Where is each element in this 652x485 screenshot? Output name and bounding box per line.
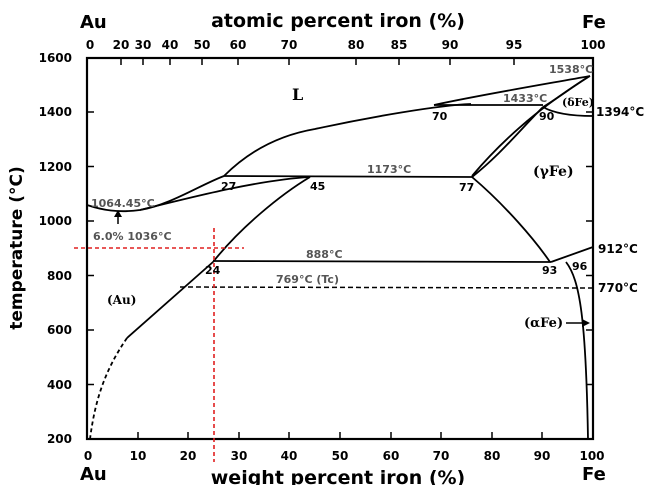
curie-line [179,286,594,289]
au-solvus [212,176,311,263]
au-solvus-lower [126,261,214,339]
tick-marks [86,57,594,440]
min-point-label: 6.0% 1036°C [93,230,172,243]
element-fe-bottom: Fe [582,464,606,485]
top-tick-label: 85 [391,38,408,52]
eutectoid-label: 888°C [306,248,343,261]
fe-melting-label: 1538°C [549,63,593,76]
y-tick-label: 800 [47,269,72,283]
top-tick-label: 95 [506,38,523,52]
bottom-tick-label: 40 [281,449,298,463]
y-tick-label: 1000 [39,214,72,228]
bottom-tick-label: 20 [180,449,197,463]
top-tick-label: 50 [194,38,211,52]
bottom-tick-label: 50 [332,449,349,463]
phase-boundaries [86,75,594,440]
element-fe-top: Fe [582,12,606,33]
comp-93-label: 93 [542,264,557,277]
curie-fe-label: 770°C [598,281,638,295]
alpha-fe-label: (αFe) [524,316,563,331]
eutectoid-line [212,260,552,263]
alpha-gamma-label: 912°C [598,242,638,256]
liquidus-fe-side [433,75,591,106]
left-axis-title: temperature (°C) [7,166,27,330]
au-solidus-right [139,176,311,211]
bottom-axis-title: weight percent iron (%) [211,467,466,485]
miscibility-gap-dome [223,103,472,177]
top-tick-label: 100 [580,38,605,52]
liquid-label: L [292,85,303,104]
y-tick-label: 1600 [39,51,72,65]
top-axis-title: atomic percent iron (%) [211,10,465,32]
top-tick-label: 20 [113,38,130,52]
top-tick-label: 0 [86,38,94,52]
bottom-tick-label: 100 [579,449,604,463]
bottom-tick-label: 10 [130,449,147,463]
y-tick-label: 600 [47,323,72,337]
monotectic-label: 1173°C [367,163,411,176]
top-tick-label: 30 [135,38,152,52]
gamma-fe-label: (γFe) [533,164,574,180]
alpha-fe-solvus [565,261,589,440]
au-phase-label: (Au) [107,293,136,307]
au-melting-label: 1064.45°C [91,197,155,210]
element-au-bottom: Au [80,464,107,485]
y-tick-label: 1200 [39,160,72,174]
monotectic-line [223,175,473,178]
alpha-gamma-boundary [550,246,594,263]
min-point-arrow [114,210,122,224]
delta-gamma-label: 1394°C [596,105,644,119]
gamma-delta-boundary [471,106,544,178]
comp-96-label: 96 [572,260,588,273]
au-solvus-dashed [89,337,128,440]
gamma-fe-left [471,176,551,263]
delta-fe-boundary [542,75,591,108]
bottom-tick-label: 60 [383,449,400,463]
bottom-tick-label: 90 [534,449,551,463]
bottom-tick-label: 80 [484,449,501,463]
comp-24-label: 24 [205,264,221,277]
y-tick-label: 200 [47,432,72,446]
comp-90-label: 90 [539,110,555,123]
peritectic-label: 1433°C [503,92,547,105]
top-tick-label: 80 [348,38,365,52]
y-tick-label: 400 [47,378,72,392]
comp-45-label: 45 [310,180,325,193]
curie-au-label: 769°C (Tc) [276,273,339,286]
top-tick-label: 60 [230,38,247,52]
comp-27-label: 27 [221,180,236,193]
bottom-tick-label: 70 [433,449,450,463]
top-tick-label: 70 [281,38,298,52]
y-tick-label: 1400 [39,105,72,119]
delta-fe-label: (δFe) [562,96,594,109]
top-tick-label: 90 [442,38,459,52]
bottom-tick-label: 30 [231,449,248,463]
bottom-tick-label: 0 [84,449,92,463]
comp-77-label: 77 [459,181,474,194]
comp-70-label: 70 [432,110,448,123]
top-tick-label: 40 [162,38,179,52]
alpha-fe-arrow [566,319,590,327]
delta-fe-bottom [542,106,594,117]
element-au-top: Au [80,12,107,33]
